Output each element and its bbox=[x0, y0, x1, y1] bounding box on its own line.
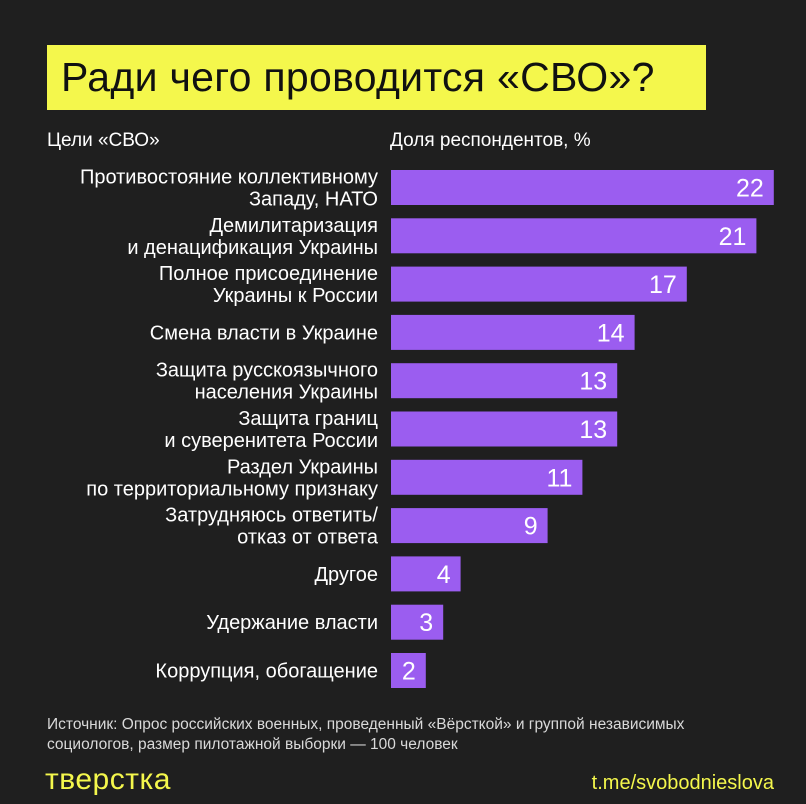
bar bbox=[391, 218, 757, 254]
categories-column-header: Цели «СВО» bbox=[47, 130, 160, 151]
category-label: Коррупция, обогащение bbox=[155, 661, 378, 683]
bar bbox=[391, 508, 548, 544]
bar-value-label: 21 bbox=[719, 223, 747, 251]
category-label: и денацификация Украины bbox=[127, 237, 378, 259]
bar bbox=[391, 411, 618, 447]
category-label: Демилитаризация bbox=[209, 215, 378, 237]
category-label: Раздел Украины bbox=[227, 456, 378, 478]
bar bbox=[391, 266, 687, 302]
category-label: по территориальному признаку bbox=[86, 478, 378, 500]
category-label: Защита границ bbox=[238, 408, 378, 430]
category-label: населения Украины bbox=[195, 382, 378, 404]
bar-value-label: 22 bbox=[736, 175, 764, 203]
category-label: Противостояние коллективному bbox=[80, 167, 378, 189]
category-label: Защита русскоязычного bbox=[156, 360, 378, 382]
bar-value-label: 9 bbox=[524, 513, 538, 541]
bar bbox=[391, 604, 444, 640]
category-label: и суверенитета России bbox=[164, 430, 378, 452]
bar bbox=[391, 170, 774, 205]
bar bbox=[391, 363, 618, 399]
bar-value-label: 17 bbox=[649, 271, 677, 299]
bar-value-label: 11 bbox=[546, 464, 572, 492]
category-label: Удержание власти bbox=[206, 612, 378, 634]
category-label: Смена власти в Украине bbox=[150, 322, 378, 344]
bar-value-label: 3 bbox=[419, 609, 433, 637]
bar-value-label: 14 bbox=[597, 319, 625, 347]
brand-logo: тверстка bbox=[45, 763, 171, 796]
bar-value-label: 13 bbox=[579, 368, 607, 396]
category-label: Затрудняюсь ответить/ bbox=[165, 505, 378, 527]
category-label: отказ от ответа bbox=[237, 527, 379, 549]
source-note: Источник: Опрос российских военных, пров… bbox=[47, 716, 685, 753]
bar bbox=[391, 653, 426, 688]
values-column-header: Доля респондентов, % bbox=[390, 130, 591, 151]
category-label: Украины к России bbox=[213, 285, 378, 307]
category-label: Другое bbox=[314, 564, 378, 586]
category-label: Западу, НАТО bbox=[249, 189, 378, 211]
category-label: Полное присоединение bbox=[159, 263, 378, 285]
chart-title: Ради чего проводится «СВО»? bbox=[47, 45, 706, 110]
bar bbox=[391, 459, 583, 495]
bar-value-label: 13 bbox=[579, 416, 607, 444]
bar-value-label: 2 bbox=[402, 658, 416, 686]
bar-value-label: 4 bbox=[437, 561, 451, 589]
channel-link[interactable]: t.me/svobodnieslova bbox=[591, 772, 774, 794]
bar bbox=[391, 314, 635, 350]
bar bbox=[391, 556, 461, 592]
